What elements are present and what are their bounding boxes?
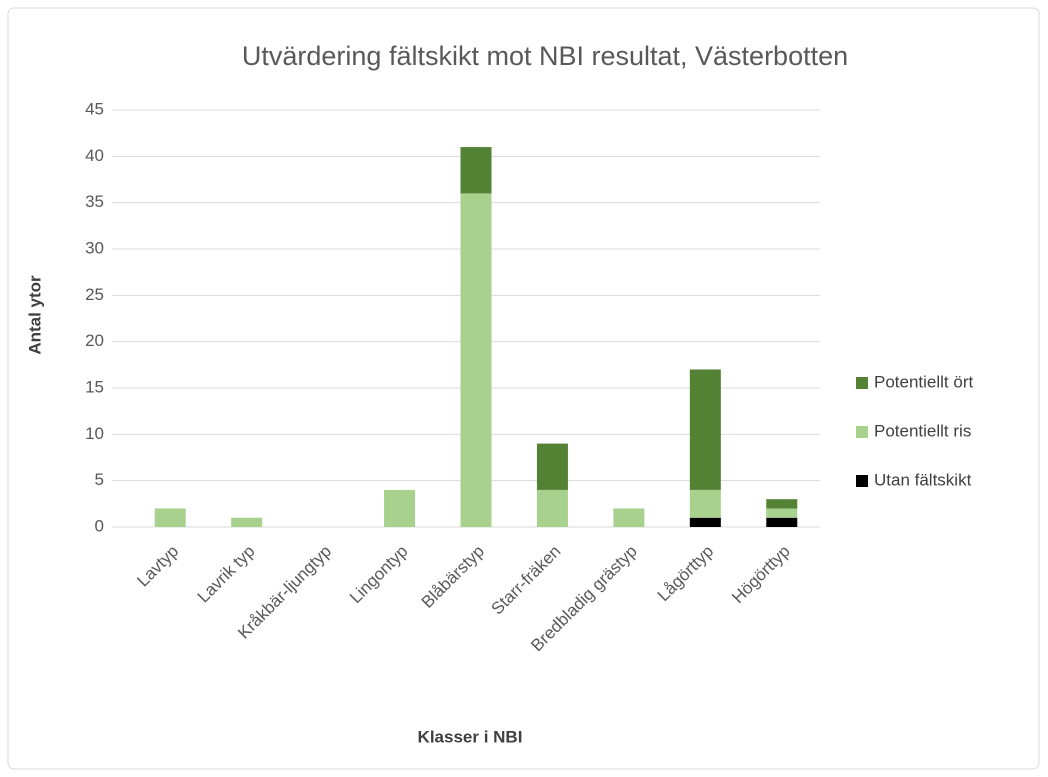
bar-segment [766,499,798,509]
y-tick-label: 35 [85,192,104,211]
bar-segment [689,369,721,490]
y-tick-label: 25 [85,285,104,304]
legend-swatch [856,475,868,487]
chart-title: Utvärdering fältskikt mot NBI resultat, … [242,41,848,71]
bar-segment [689,517,721,527]
bar-segment [536,443,568,490]
legend-label: Potentiellt ört [874,372,973,391]
bar-segment [460,147,492,194]
y-tick-label: 5 [95,470,104,489]
bar-segment [536,489,568,527]
y-tick-label: 0 [95,516,104,535]
bar-segment [154,508,186,527]
y-tick-label: 30 [85,238,104,257]
legend-swatch [856,377,868,389]
y-tick-label: 45 [85,99,104,118]
bar-segment [613,508,645,527]
bar-segment [766,517,798,527]
y-axis-label: Antal ytor [25,275,44,355]
bar-segment [689,489,721,518]
legend-swatch [856,426,868,438]
bar-segment [384,489,416,527]
bar-segment [231,517,263,527]
y-tick-label: 10 [85,424,104,443]
bar-segment [766,508,798,518]
x-axis-label: Klasser i NBI [418,727,523,746]
bar-segment [460,193,492,527]
y-tick-label: 15 [85,377,104,396]
y-tick-label: 40 [85,146,104,165]
legend-label: Potentiellt ris [874,421,971,440]
legend-label: Utan fältskikt [874,470,972,489]
y-tick-label: 20 [85,331,104,350]
